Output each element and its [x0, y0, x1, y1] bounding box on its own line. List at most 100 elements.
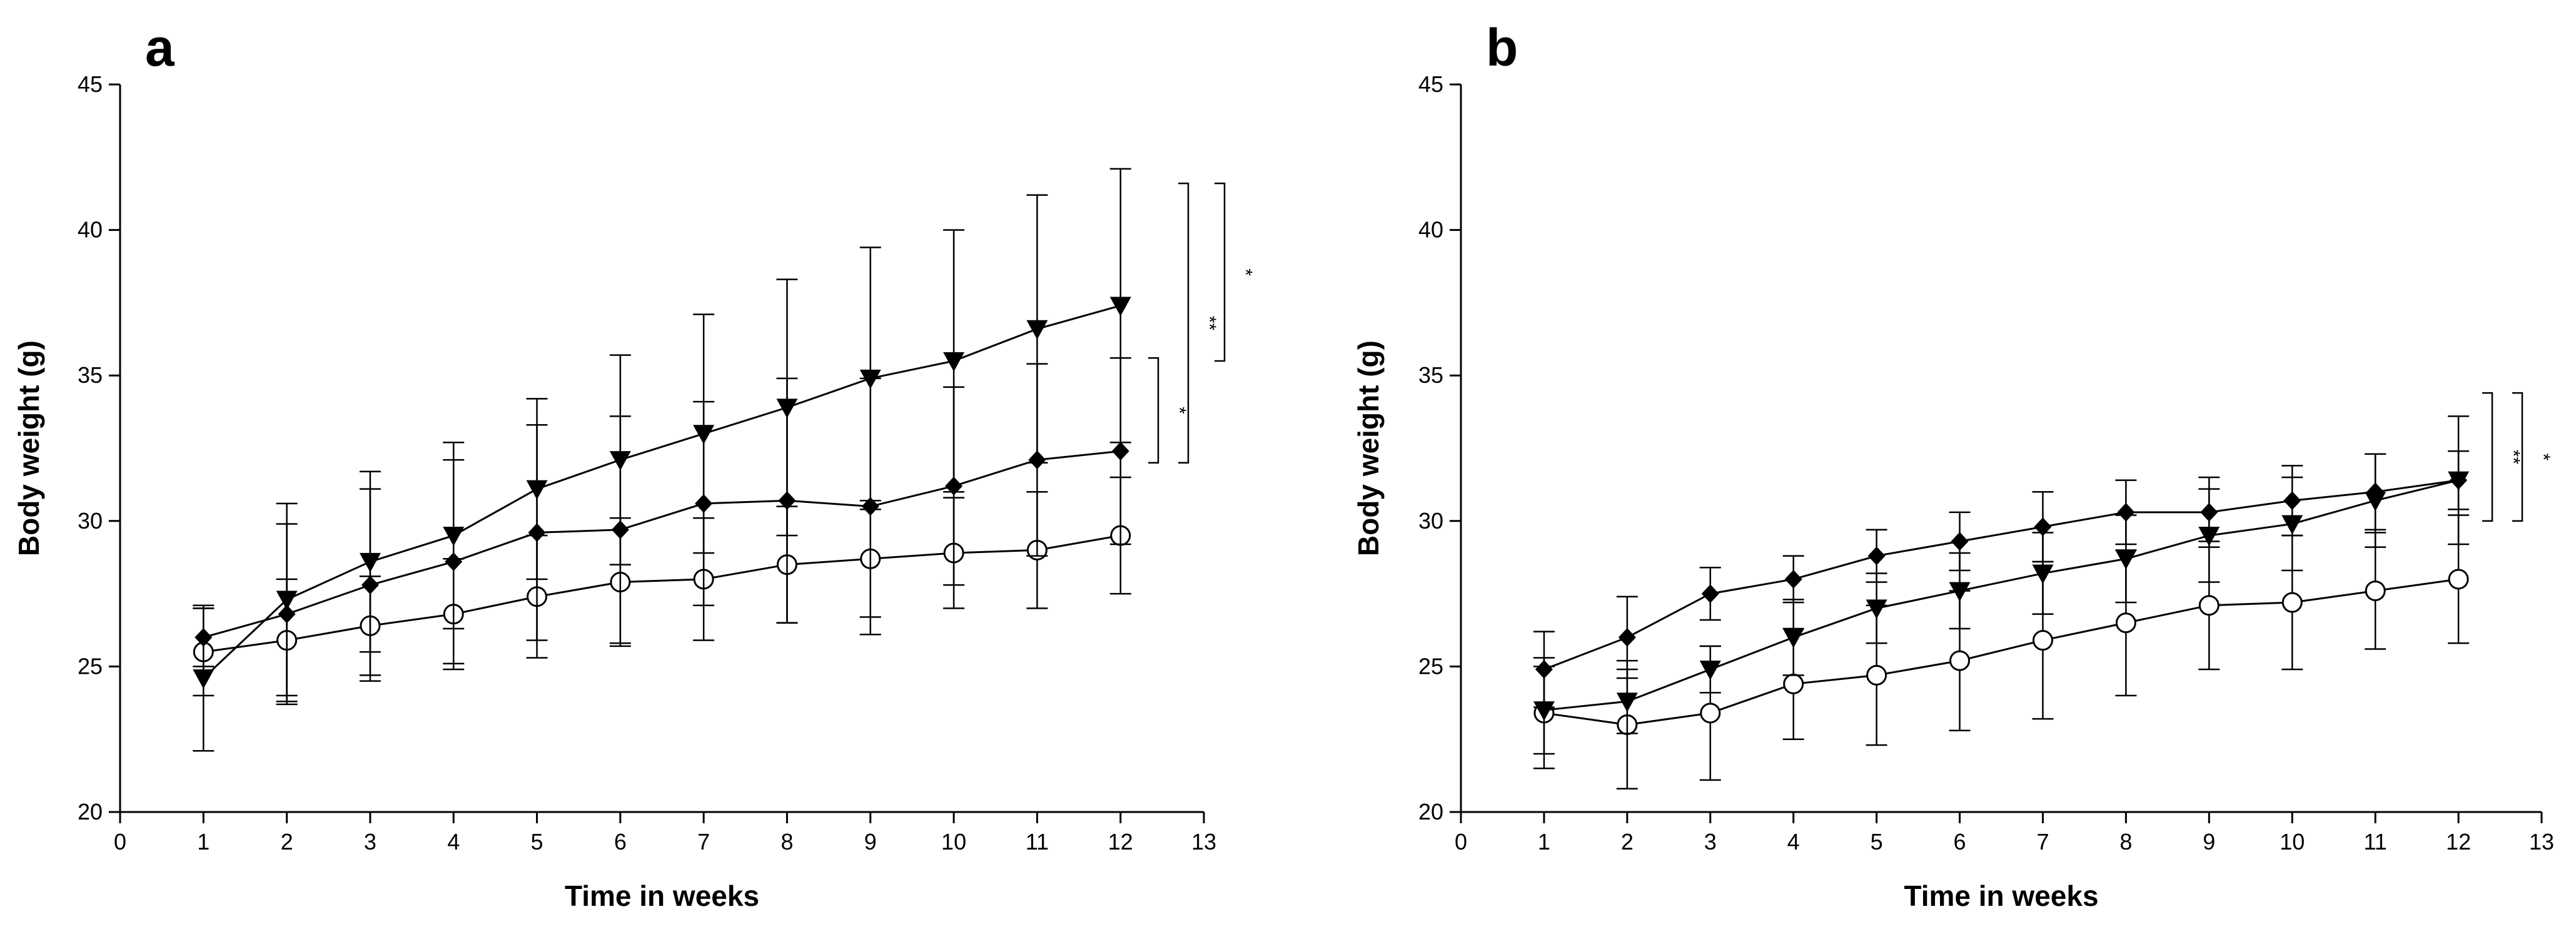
- x-tick-label: 2: [281, 829, 293, 855]
- significance-bracket: **: [1178, 182, 1220, 464]
- x-tick-label: 3: [364, 829, 376, 855]
- data-point-open-circle: [1700, 703, 1721, 724]
- series-open-circle: [1533, 514, 2470, 790]
- y-tick-label: 20: [78, 799, 103, 825]
- data-point-filled-triangle: [943, 352, 965, 372]
- x-tick-label: 3: [1704, 829, 1717, 855]
- x-tick-label: 10: [2280, 829, 2305, 855]
- series-line: [1543, 479, 2459, 671]
- data-point-filled-triangle: [1616, 693, 1638, 713]
- data-point-filled-triangle: [859, 369, 881, 389]
- y-tick-label: 30: [78, 508, 103, 534]
- data-point-open-circle: [2365, 580, 2386, 601]
- x-axis-title: Time in weeks: [565, 880, 759, 912]
- x-tick-label: 10: [941, 829, 966, 855]
- x-tick-label: 2: [1621, 829, 1634, 855]
- x-tick-label: 11: [1026, 829, 1049, 855]
- data-point-open-circle: [2281, 592, 2303, 613]
- data-point-filled-triangle: [526, 480, 548, 500]
- data-point-filled-diamond: [2117, 502, 2135, 522]
- data-point-filled-triangle: [693, 425, 715, 445]
- significance-label: *: [2533, 454, 2553, 461]
- x-tick-label: 4: [1787, 829, 1800, 855]
- data-point-filled-diamond: [1867, 546, 1886, 566]
- x-tick-label: 6: [614, 829, 627, 855]
- series-filled-triangle-down: [1533, 415, 2470, 755]
- y-tick-label: 40: [78, 217, 103, 243]
- x-tick-label: 0: [114, 829, 126, 855]
- x-tick-label: 0: [1455, 829, 1467, 855]
- x-tick-label: 7: [2036, 829, 2049, 855]
- y-tick-label: 45: [78, 71, 103, 97]
- x-tick-label: 5: [531, 829, 543, 855]
- x-axis-title: Time in weeks: [1904, 880, 2098, 912]
- y-tick-label: 40: [1418, 217, 1443, 243]
- y-tick-label: 25: [1418, 653, 1443, 679]
- data-point-filled-triangle: [2365, 492, 2387, 512]
- data-point-filled-triangle: [276, 591, 298, 611]
- significance-bracket-line: [1178, 182, 1190, 464]
- x-tick-label: 12: [1108, 829, 1133, 855]
- data-point-filled-triangle: [1866, 599, 1887, 619]
- data-point-open-circle: [1949, 650, 1971, 671]
- significance-bracket: **: [2482, 392, 2523, 522]
- x-tick-label: 1: [197, 829, 210, 855]
- data-point-filled-triangle: [2281, 515, 2303, 535]
- data-point-filled-triangle: [1782, 628, 1804, 648]
- data-point-filled-diamond: [1111, 442, 1129, 461]
- x-tick-label: 7: [697, 829, 710, 855]
- series-line: [203, 534, 1121, 653]
- significance-bracket-line: [2482, 392, 2493, 522]
- significance-label: *: [1235, 268, 1256, 276]
- significance-bracket-line: [1148, 357, 1159, 464]
- series-open-circle: [193, 476, 1131, 703]
- data-point-filled-diamond: [1618, 627, 1636, 647]
- panel-letter: a: [145, 18, 175, 77]
- series-line: [1543, 479, 2459, 711]
- significance-bracket: *: [1148, 357, 1190, 464]
- data-point-filled-triangle: [1109, 297, 1131, 317]
- data-point-filled-triangle: [2032, 564, 2054, 584]
- y-axis-title: Body weight (g): [1352, 340, 1385, 556]
- x-tick-label: 12: [2446, 829, 2471, 855]
- data-point-filled-triangle: [1026, 320, 1048, 340]
- data-point-open-circle: [2448, 569, 2469, 590]
- data-point-filled-triangle: [609, 451, 631, 471]
- data-point-filled-diamond: [2034, 517, 2052, 537]
- series-line: [203, 450, 1121, 639]
- x-tick-label: 9: [864, 829, 877, 855]
- significance-bracket: *: [1215, 182, 1256, 362]
- series-line: [203, 305, 1121, 679]
- data-point-filled-triangle: [1949, 582, 1971, 602]
- y-tick-label: 45: [1418, 71, 1443, 97]
- significance-label: **: [2503, 450, 2523, 465]
- series-filled-triangle-down: [193, 168, 1131, 752]
- x-tick-label: 13: [1191, 829, 1216, 855]
- data-point-filled-triangle: [1533, 701, 1555, 721]
- series-filled-diamond: [1533, 450, 2470, 708]
- y-tick-label: 30: [1418, 508, 1443, 534]
- y-tick-label: 25: [78, 653, 103, 679]
- data-point-filled-triangle: [2115, 550, 2137, 570]
- y-tick-label: 20: [1418, 799, 1443, 825]
- data-point-filled-diamond: [1784, 569, 1802, 589]
- significance-label: *: [1169, 407, 1190, 414]
- data-point-open-circle: [2115, 612, 2136, 634]
- data-point-filled-triangle: [193, 669, 215, 689]
- panel-letter: b: [1486, 18, 1518, 77]
- data-point-filled-diamond: [1951, 532, 1969, 551]
- y-tick-label: 35: [78, 362, 103, 388]
- series-filled-diamond: [193, 357, 1131, 706]
- data-point-filled-triangle: [2448, 471, 2470, 491]
- x-tick-label: 6: [1954, 829, 1966, 855]
- data-point-open-circle: [1866, 664, 1887, 686]
- x-tick-label: 1: [1538, 829, 1550, 855]
- significance-label: **: [1199, 316, 1220, 331]
- data-point-filled-diamond: [1701, 584, 1719, 604]
- significance-bracket-line: [2512, 392, 2523, 522]
- data-point-open-circle: [2198, 595, 2220, 616]
